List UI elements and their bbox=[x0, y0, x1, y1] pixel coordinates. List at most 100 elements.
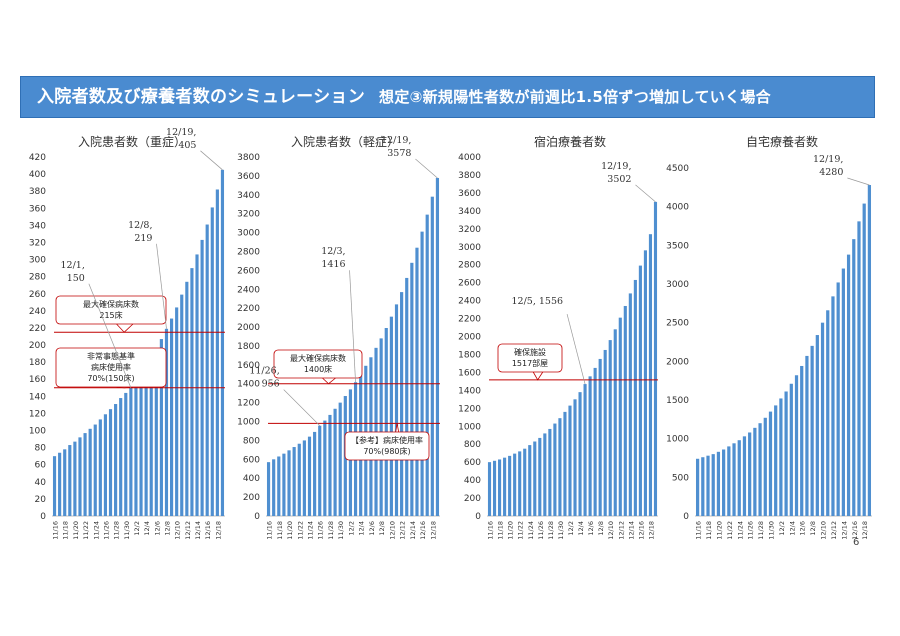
bar bbox=[190, 268, 194, 516]
x-tick-label: 12/2 bbox=[778, 521, 786, 536]
chart-1: 入院患者数（重症） 0 20 40 60 80 100 120 140 160 180 200 220 2… bbox=[29, 127, 225, 540]
bar bbox=[805, 355, 809, 516]
x-tick-label: 11/16 bbox=[487, 521, 495, 540]
threshold-label: 215床 bbox=[99, 310, 122, 320]
y-tick-label: 600 bbox=[464, 458, 481, 468]
y-tick-label: 2200 bbox=[458, 315, 481, 325]
page-subtitle: 想定③新規陽性者数が前週比1.5倍ずつ増加していく場合 bbox=[379, 88, 771, 106]
bar bbox=[742, 436, 747, 516]
bar bbox=[841, 268, 845, 516]
x-tick-label: 11/26 bbox=[102, 521, 110, 540]
y-tick-label: 3800 bbox=[237, 153, 260, 163]
x-tick-label: 11/30 bbox=[337, 521, 345, 540]
y-tick-label: 140 bbox=[29, 392, 46, 402]
y-tick-label: 2000 bbox=[237, 323, 260, 333]
bar bbox=[513, 453, 517, 516]
annotation-leader bbox=[349, 270, 356, 383]
bar bbox=[210, 207, 214, 516]
y-tick-label: 200 bbox=[243, 493, 260, 503]
x-tick-label: 12/8 bbox=[378, 521, 386, 536]
bar bbox=[810, 345, 814, 516]
bar bbox=[68, 445, 72, 516]
x-tick-label: 11/30 bbox=[767, 521, 775, 540]
bar bbox=[200, 239, 204, 516]
x-tick-label: 11/30 bbox=[123, 521, 131, 540]
y-tick-label: 100 bbox=[29, 427, 46, 437]
bar bbox=[716, 451, 721, 516]
bar bbox=[867, 185, 872, 516]
annotation-leader bbox=[847, 177, 870, 186]
bar bbox=[124, 392, 128, 516]
x-tick-label: 12/14 bbox=[194, 521, 202, 540]
annotation-leader bbox=[566, 313, 586, 385]
bar bbox=[302, 440, 306, 516]
x-tick-label: 12/8 bbox=[597, 521, 605, 536]
y-tick-label: 2500 bbox=[666, 319, 689, 329]
bar bbox=[313, 431, 317, 516]
x-tick-label: 12/2 bbox=[133, 521, 141, 536]
data-label: 219 bbox=[134, 233, 152, 244]
data-label: 956 bbox=[262, 379, 280, 390]
bar bbox=[784, 391, 788, 516]
bar bbox=[400, 292, 404, 516]
y-tick-label: 0 bbox=[40, 512, 46, 522]
threshold-label: 最大確保病床数 bbox=[290, 353, 346, 363]
x-tick-label: 12/6 bbox=[587, 521, 595, 536]
bar bbox=[737, 440, 741, 516]
x-tick-label: 12/10 bbox=[607, 521, 615, 540]
bar bbox=[58, 452, 62, 516]
x-tick-label: 11/18 bbox=[497, 521, 505, 540]
x-tick-label: 11/26 bbox=[537, 521, 545, 540]
y-tick-label: 1000 bbox=[458, 422, 481, 432]
data-label: 12/1, bbox=[61, 260, 85, 271]
bar bbox=[758, 423, 762, 516]
y-tick-label: 200 bbox=[464, 494, 481, 504]
threshold-label: 最大確保病床数 bbox=[83, 299, 139, 309]
bar bbox=[618, 317, 622, 516]
x-tick-label: 11/20 bbox=[72, 521, 80, 540]
y-tick-label: 3600 bbox=[458, 189, 481, 199]
x-tick-label: 11/24 bbox=[92, 521, 100, 540]
x-tick-label: 12/12 bbox=[399, 521, 407, 540]
bar bbox=[205, 224, 209, 516]
threshold-label: 病床使用率 bbox=[91, 362, 131, 372]
bar bbox=[144, 366, 148, 516]
annotation-leader bbox=[88, 283, 132, 388]
bar bbox=[98, 419, 102, 516]
x-tick-label: 12/6 bbox=[799, 521, 807, 536]
y-tick-label: 400 bbox=[464, 476, 481, 486]
x-tick-label: 11/26 bbox=[317, 521, 325, 540]
data-label: 11/26, bbox=[249, 366, 279, 377]
y-tick-label: 500 bbox=[672, 473, 689, 483]
bar bbox=[328, 414, 332, 516]
bar bbox=[648, 234, 653, 516]
bar bbox=[815, 335, 819, 516]
bar bbox=[523, 448, 527, 516]
data-label: 3578 bbox=[387, 148, 411, 159]
bar bbox=[794, 375, 799, 516]
x-tick-label: 12/4 bbox=[358, 521, 366, 536]
bar bbox=[653, 201, 658, 516]
y-tick-label: 3000 bbox=[458, 243, 481, 253]
bar bbox=[583, 384, 587, 516]
bar bbox=[820, 322, 825, 516]
x-tick-label: 11/28 bbox=[547, 521, 555, 540]
callout-box bbox=[273, 349, 363, 379]
data-label: 4280 bbox=[819, 167, 843, 178]
annotation-leader bbox=[635, 184, 656, 203]
bar bbox=[430, 196, 434, 516]
bar bbox=[323, 420, 327, 516]
y-tick-label: 1400 bbox=[237, 380, 260, 390]
annotation-leader bbox=[415, 158, 438, 179]
x-tick-label: 11/22 bbox=[296, 521, 304, 540]
x-tick-label: 11/28 bbox=[113, 521, 121, 540]
x-tick-label: 11/16 bbox=[695, 521, 703, 540]
bar bbox=[487, 462, 492, 516]
bar bbox=[638, 265, 642, 516]
y-tick-label: 0 bbox=[683, 512, 689, 522]
x-tick-label: 11/30 bbox=[557, 521, 565, 540]
bar bbox=[563, 411, 567, 516]
x-tick-label: 12/10 bbox=[820, 521, 828, 540]
bar bbox=[548, 428, 552, 516]
bar bbox=[558, 418, 562, 516]
